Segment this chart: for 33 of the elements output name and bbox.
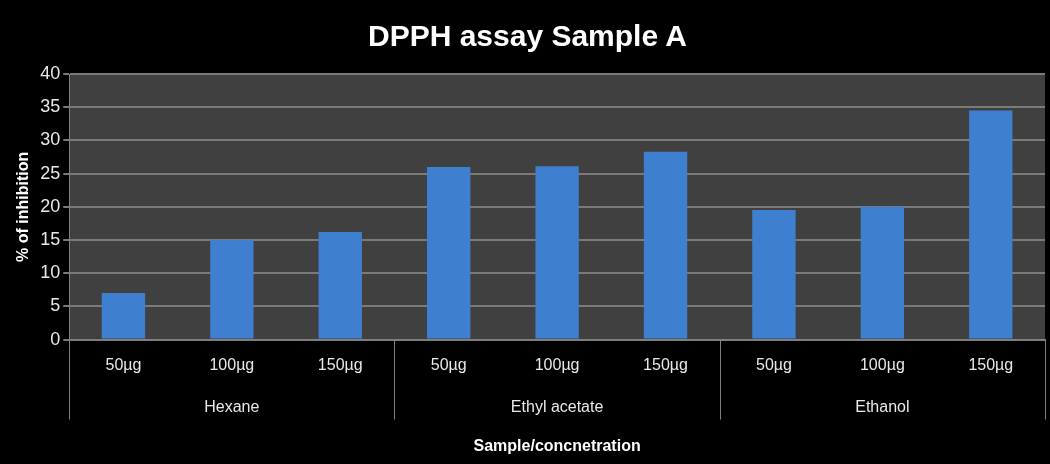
x-tick-label: 100µg xyxy=(209,355,255,373)
bar xyxy=(752,210,796,339)
bar xyxy=(969,110,1013,339)
x-tick-label: 100µg xyxy=(534,355,580,373)
y-axis-title: % of inhibition xyxy=(14,151,32,262)
x-tick-label: 50µg xyxy=(105,355,142,373)
y-tick-label: 0 xyxy=(50,328,61,349)
x-tick-label: 150µg xyxy=(317,355,363,373)
bar xyxy=(643,151,688,339)
y-tick-label: 25 xyxy=(40,162,61,183)
bar xyxy=(318,232,362,339)
bar xyxy=(101,293,146,339)
y-tick-label: 15 xyxy=(40,228,61,249)
x-tick-label: 150µg xyxy=(643,355,688,373)
y-tick-label: 35 xyxy=(40,96,61,117)
bar xyxy=(210,240,254,339)
text: Ethanol xyxy=(855,398,910,416)
bar xyxy=(427,166,471,339)
text: Hexane xyxy=(204,398,260,416)
y-tick-label: 20 xyxy=(40,195,61,216)
chart-title: DPPH assay Sample A xyxy=(367,19,688,53)
bar xyxy=(860,206,905,339)
y-tick-label: 10 xyxy=(40,262,61,283)
text: Ethyl acetate xyxy=(510,398,604,416)
y-tick-label: 5 xyxy=(50,295,61,316)
x-tick-label: 50µg xyxy=(430,355,467,373)
bar xyxy=(535,166,579,339)
x-tick-label: 100µg xyxy=(859,355,905,373)
y-tick-label: 40 xyxy=(40,62,61,83)
x-tick-label: 50µg xyxy=(755,355,792,373)
x-axis-title: Sample/concnetration xyxy=(473,436,641,454)
y-tick-label: 30 xyxy=(40,129,61,150)
x-tick-label: 150µg xyxy=(968,355,1014,373)
